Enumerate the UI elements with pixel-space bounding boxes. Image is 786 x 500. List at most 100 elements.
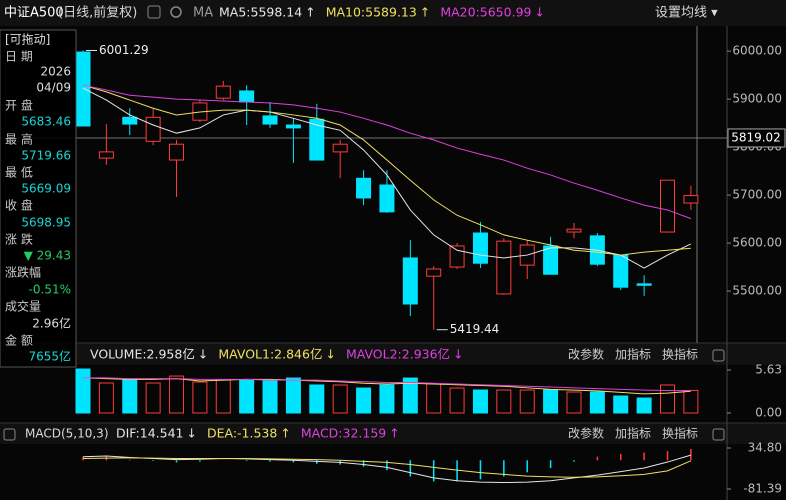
legend-arrow: ↓	[186, 426, 196, 441]
legend-arrow: ↑	[280, 426, 290, 441]
close-icon[interactable]	[712, 428, 725, 441]
info-panel	[0, 29, 77, 368]
candle-body	[145, 116, 161, 142]
volume-bar	[192, 381, 208, 414]
info-label: 最 高	[5, 132, 33, 147]
y-tick-label: 5600.00	[732, 236, 782, 250]
info-value: 2026	[40, 65, 71, 79]
volume-bar	[566, 391, 582, 414]
candle-body	[496, 240, 512, 295]
close-icon[interactable]	[147, 5, 161, 19]
volume-bar	[145, 382, 161, 414]
candle-body	[309, 118, 325, 161]
info-label: 金 额	[5, 333, 33, 348]
close-icon[interactable]	[712, 349, 725, 362]
candle-body	[566, 228, 582, 233]
y-tick-label: 0.00	[755, 406, 782, 420]
legend-label: MA20:5650.99	[440, 5, 531, 20]
indicator-line	[82, 84, 691, 256]
price-label-box	[727, 128, 786, 148]
legend-arrow: ↓	[325, 347, 335, 362]
legend-label: DIF:14.541	[116, 426, 183, 441]
info-label: 涨 跌	[5, 232, 33, 247]
candle-body	[543, 245, 559, 275]
volume-bar	[122, 379, 138, 414]
y-tick-label: 5900.00	[732, 92, 782, 106]
volume-bar	[496, 389, 512, 414]
volume-bar	[75, 368, 91, 414]
volume-header-bar	[0, 343, 786, 365]
candle-body	[239, 90, 255, 103]
chart-subtitle: (日线,前复权)	[58, 5, 137, 21]
legend-arrow: ↓	[198, 347, 208, 362]
candle-body	[122, 116, 138, 125]
volume-bar	[239, 379, 255, 414]
gear-icon[interactable]	[170, 6, 182, 18]
close-icon[interactable]	[3, 428, 16, 441]
settings-button[interactable]: 设置均线 ▾	[655, 6, 718, 21]
volume-bar	[309, 384, 325, 414]
candle-body	[449, 245, 465, 268]
candle-body	[75, 51, 91, 127]
info-value: 5669.09	[21, 182, 71, 196]
indicator-line	[82, 457, 692, 478]
volume-bar	[636, 397, 652, 414]
info-value: ▼ 29.43	[24, 249, 71, 263]
price-label: 5819.02	[731, 130, 781, 144]
indicator-line	[82, 377, 691, 395]
button[interactable]: 换指标	[662, 426, 698, 441]
volume-bar	[683, 389, 699, 414]
button[interactable]: 改参数	[568, 426, 604, 441]
legend-arrow: ↑	[305, 5, 315, 20]
header-bar	[0, 0, 786, 26]
candle-body	[613, 254, 629, 288]
legend-arrow: ↓	[453, 347, 463, 362]
legend-label: MAVOL2:2.936亿	[346, 347, 450, 362]
info-label: 涨跌幅	[5, 265, 41, 280]
indicator-line	[82, 87, 692, 269]
legend-label: VOLUME:2.958亿	[90, 347, 195, 362]
candle-body	[683, 195, 699, 204]
button[interactable]: 加指标	[615, 347, 651, 362]
info-label: 收 盘	[5, 198, 33, 213]
y-tick-label: -81.39	[743, 481, 782, 495]
volume-bar	[356, 387, 372, 414]
legend-label: MA5:5598.14	[219, 5, 302, 20]
y-tick-label: 5.63	[755, 363, 782, 377]
volume-bar	[660, 384, 675, 414]
chart-title: 中证A500	[4, 6, 64, 21]
legend-label: MACD:32.159	[301, 426, 386, 441]
annotation: 6001.29	[99, 43, 149, 57]
info-value: 2.96亿	[32, 316, 71, 331]
volume-bar	[426, 383, 442, 414]
candle-body	[472, 232, 488, 264]
button[interactable]: 改参数	[568, 347, 604, 362]
legend-arrow: ↓	[534, 5, 544, 20]
info-value: 5683.46	[21, 115, 71, 129]
volume-bar	[285, 377, 301, 414]
info-value: 7655亿	[28, 349, 71, 364]
legend-arrow: ↑	[420, 5, 430, 20]
y-tick-label: 34.80	[748, 441, 782, 455]
button[interactable]: 换指标	[662, 347, 698, 362]
candle-body	[660, 179, 675, 233]
macd-header-bar	[0, 423, 786, 444]
button[interactable]: 加指标	[615, 426, 651, 441]
y-tick-label: 5500.00	[732, 284, 782, 298]
y-tick-label: 5700.00	[732, 188, 782, 202]
candle-body	[215, 85, 231, 99]
y-tick-label: 6000.00	[732, 44, 782, 58]
ma-label: MA	[193, 6, 213, 21]
volume-bar	[402, 377, 418, 414]
volume-bar	[613, 395, 629, 414]
info-value: 5698.95	[21, 216, 71, 230]
candle-body	[402, 257, 418, 305]
volume-bar	[379, 384, 395, 414]
volume-bar	[169, 375, 185, 414]
legend-label: MA10:5589.13	[326, 5, 417, 20]
info-label: 最 低	[5, 166, 33, 180]
legend-label: DEA:-1.538	[207, 426, 277, 441]
volume-bar	[589, 391, 605, 414]
volume-bar	[472, 389, 488, 414]
